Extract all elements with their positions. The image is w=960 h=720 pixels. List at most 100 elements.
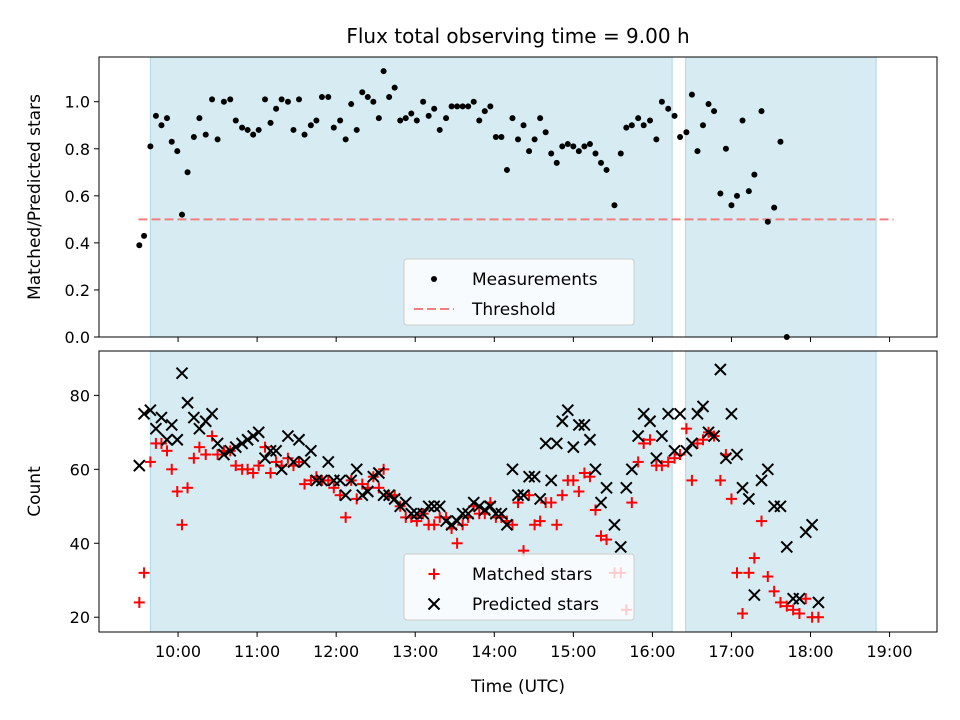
x-stroke-b (473, 500, 486, 513)
x-tick-label: 13:00 (392, 642, 438, 661)
x-stroke-b (578, 418, 591, 432)
data-point (241, 433, 254, 446)
data-point (206, 430, 218, 442)
ratio-y-axis-label: Matched/Predicted stars (25, 94, 45, 300)
data-point (190, 134, 197, 140)
data-point (601, 534, 613, 546)
x-stroke-b (445, 518, 458, 531)
data-point (465, 103, 472, 110)
data-point (578, 467, 590, 479)
data-point (171, 433, 184, 446)
x-stroke-b (643, 415, 657, 428)
data-point (578, 418, 591, 432)
data-point (658, 98, 665, 105)
data-point (179, 211, 186, 218)
x-stroke-b (589, 463, 602, 476)
data-point (743, 567, 755, 579)
data-point (542, 129, 549, 136)
data-point (511, 488, 525, 502)
data-point (478, 503, 492, 517)
count-y-axis-label: Count (25, 466, 45, 517)
data-point (187, 411, 201, 424)
data-point (399, 496, 412, 509)
x-stroke-b (304, 444, 318, 458)
x-stroke-b (631, 429, 645, 443)
x-stroke-b (382, 488, 396, 502)
x-stroke-b (217, 448, 231, 461)
x-stroke-b (600, 481, 613, 495)
data-point (227, 96, 234, 103)
data-point (269, 444, 283, 458)
data-point (448, 103, 455, 110)
data-point (209, 96, 216, 103)
data-point (777, 138, 784, 145)
data-point (451, 537, 463, 549)
data-point (545, 497, 557, 509)
data-point (322, 474, 334, 486)
legend-label: Matched stars (472, 565, 592, 585)
data-point (705, 101, 712, 108)
data-point (315, 474, 329, 487)
data-point (259, 441, 271, 453)
data-point (163, 115, 170, 122)
data-point (655, 429, 669, 443)
y-tick-label: 60 (70, 460, 90, 479)
data-point (361, 485, 374, 498)
data-point (561, 403, 575, 417)
legend-label: Predicted stars (472, 595, 599, 615)
data-point (583, 433, 597, 446)
data-point (144, 403, 157, 417)
data-point (800, 593, 812, 605)
x-stroke-b (181, 396, 194, 409)
x-tick-label: 12:00 (313, 642, 359, 661)
data-point (774, 596, 786, 608)
data-point (298, 455, 311, 469)
data-point (202, 131, 209, 138)
x-stroke-b (456, 507, 469, 520)
data-point (512, 497, 524, 509)
data-point (548, 150, 555, 157)
data-point (364, 94, 371, 100)
data-point (725, 493, 737, 505)
data-point (696, 400, 710, 413)
data-point (503, 166, 510, 173)
x-stroke-b (155, 411, 168, 424)
data-point (537, 115, 544, 122)
data-point (454, 103, 461, 110)
data-point (328, 482, 340, 494)
data-point (683, 129, 690, 136)
data-point (356, 478, 368, 490)
data-point (382, 488, 396, 502)
x-tick-label: 15:00 (550, 642, 596, 661)
data-point (310, 474, 323, 487)
x-stroke-b (561, 403, 575, 417)
data-point (564, 141, 571, 148)
data-point (278, 96, 285, 103)
data-point (764, 218, 771, 225)
data-point (550, 437, 563, 450)
data-point (673, 407, 687, 421)
data-point (594, 496, 608, 509)
count-panel-frame (98, 350, 938, 633)
data-point (181, 396, 194, 409)
data-point (608, 518, 621, 531)
data-point (174, 148, 181, 155)
data-point (232, 117, 239, 124)
data-point (509, 115, 516, 122)
data-point (623, 124, 630, 131)
x-stroke-b (258, 452, 272, 465)
data-point (356, 488, 369, 502)
data-point (614, 540, 627, 554)
y-tick-label: 0.0 (65, 328, 90, 347)
data-point (420, 98, 427, 105)
data-point (344, 474, 358, 487)
x-stroke-b (187, 411, 201, 424)
data-point (771, 204, 778, 211)
x-stroke-b (696, 400, 710, 413)
x-stroke-b (736, 481, 749, 495)
data-point (755, 515, 767, 527)
data-point (481, 108, 488, 115)
data-point (313, 117, 320, 124)
x-stroke-b (235, 437, 249, 450)
data-point (476, 117, 483, 124)
